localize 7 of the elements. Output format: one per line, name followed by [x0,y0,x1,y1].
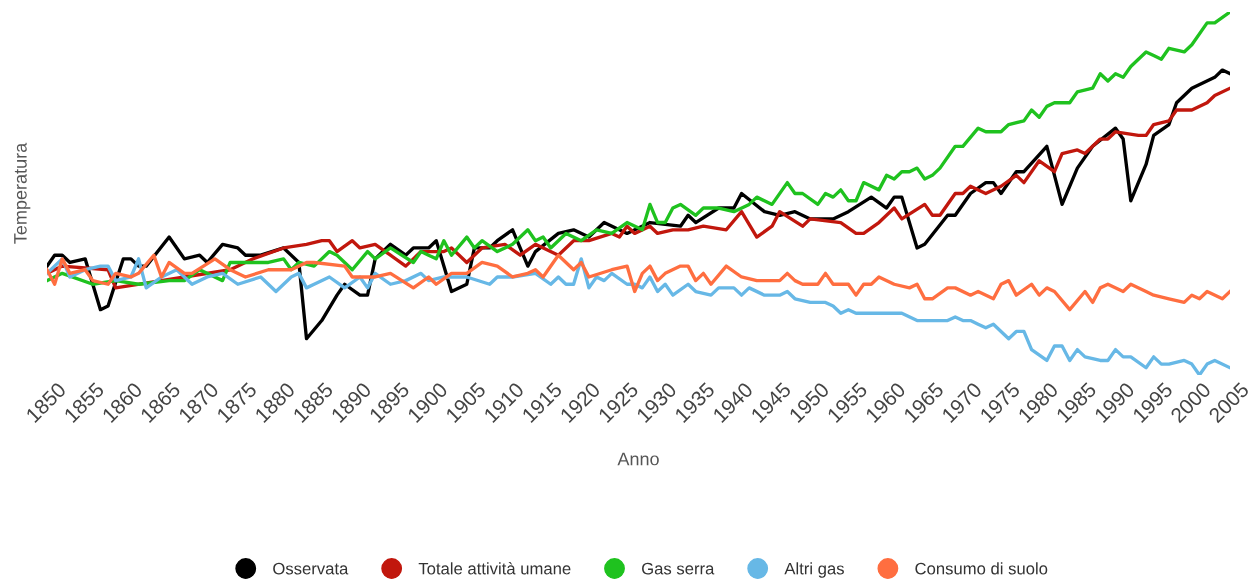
legend-label: Gas serra [642,562,715,575]
y-axis-title: Temperatura [14,142,31,244]
legend-label: Totale attività umane [418,562,571,575]
legend-label: Altri gas [784,562,844,578]
legend-label: Osservata [273,562,349,575]
legend-label: Consumo di suolo [915,562,1048,575]
x-axis-title: Anno [617,452,659,466]
